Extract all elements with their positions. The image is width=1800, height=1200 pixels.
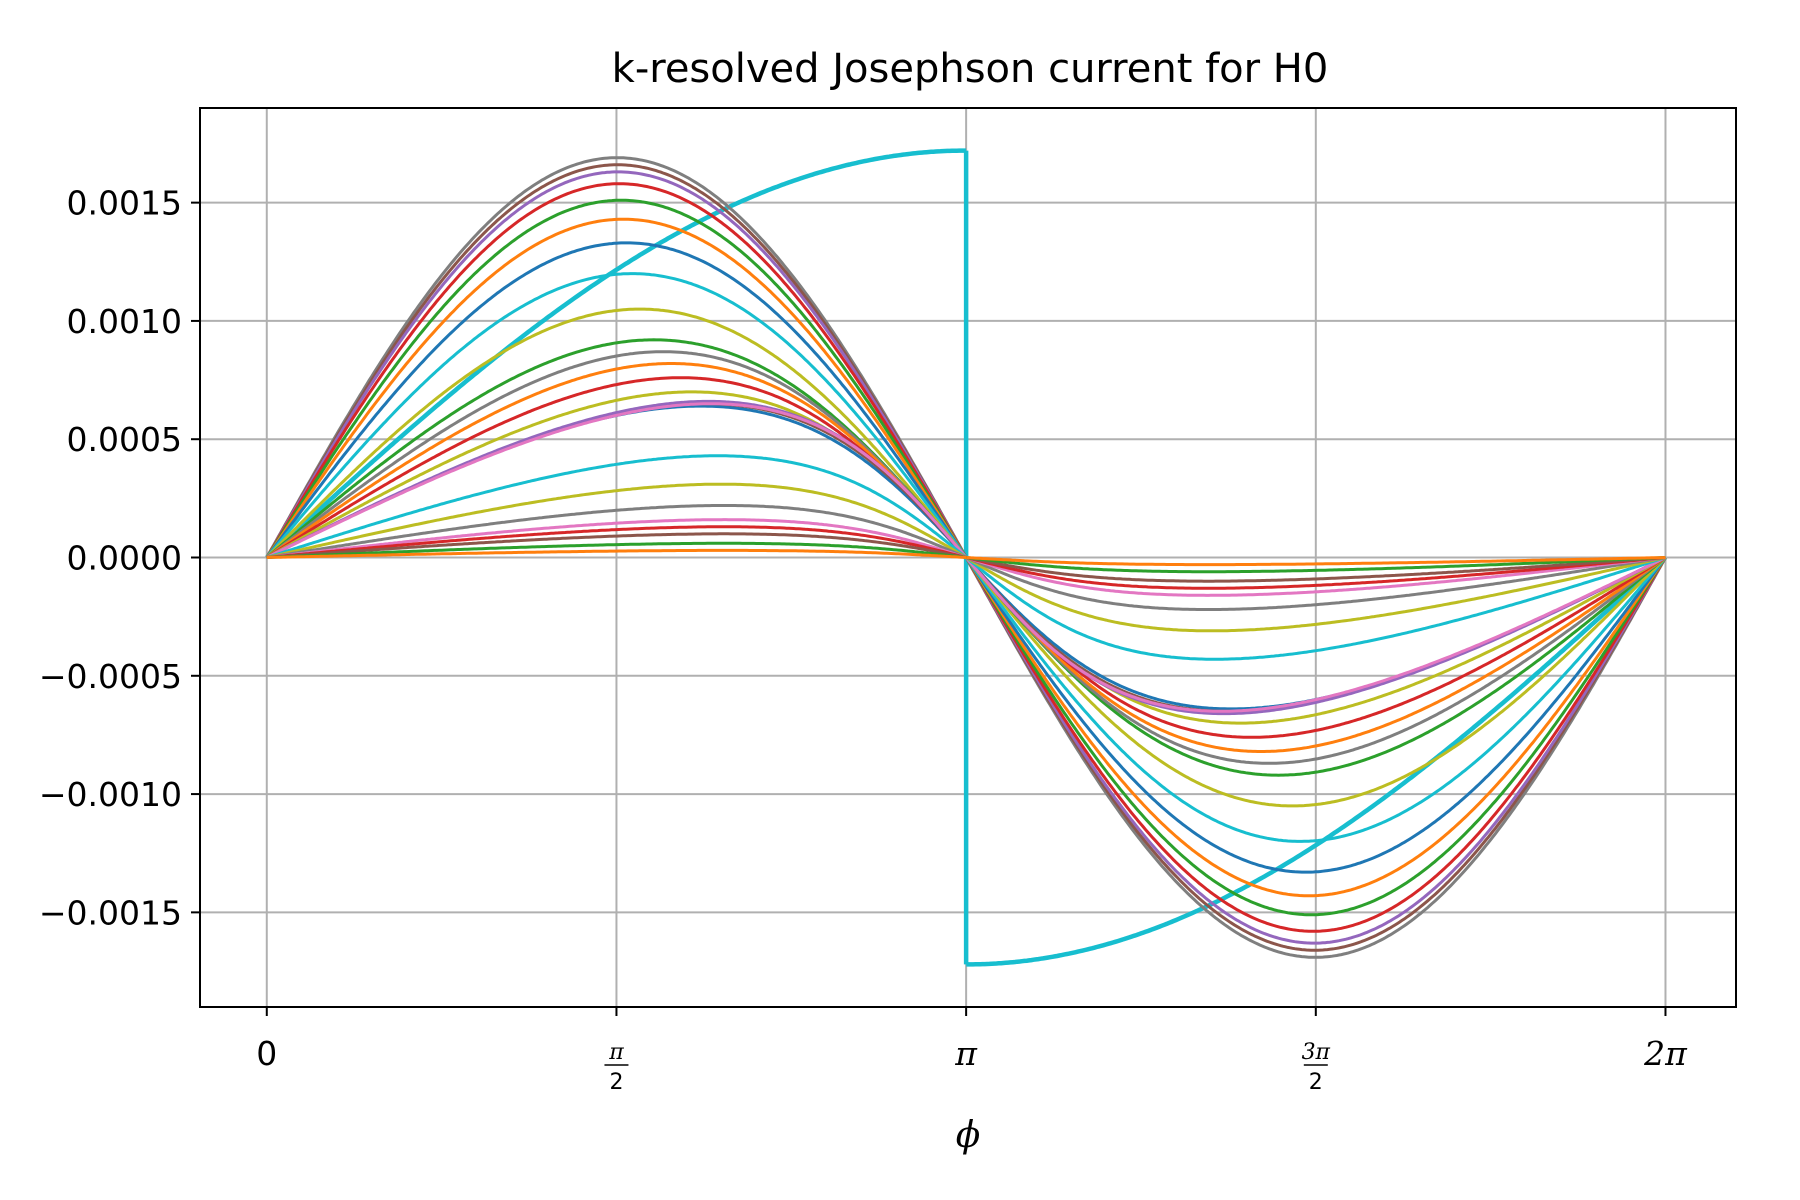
series-line xyxy=(965,556,1666,661)
series-line xyxy=(265,217,968,559)
series-line xyxy=(265,170,968,559)
x-tick-label: π2 xyxy=(604,1040,629,1095)
series-line xyxy=(266,525,967,559)
y-tick-label: 0.0005 xyxy=(67,420,182,459)
series-line xyxy=(266,518,967,559)
series-line xyxy=(964,556,1667,952)
series-line xyxy=(266,532,967,559)
y-tick-label: 0.0015 xyxy=(67,184,182,223)
y-tick-label: 0.0010 xyxy=(67,302,182,341)
chart-title: k-resolved Josephson current for H0 xyxy=(612,46,1329,92)
x-tick-label: π xyxy=(954,1034,978,1073)
series-line xyxy=(966,556,1666,574)
series-line xyxy=(265,350,968,559)
series-line xyxy=(265,241,968,559)
series-line xyxy=(265,307,968,559)
series-line xyxy=(265,163,968,559)
series-line xyxy=(966,556,1666,567)
series-line xyxy=(964,556,1667,933)
series-line xyxy=(265,198,968,559)
series-line xyxy=(964,556,1667,945)
y-tick-label: 0.0000 xyxy=(67,539,182,578)
y-tick-label: −0.0005 xyxy=(39,657,182,696)
series-line xyxy=(265,376,968,559)
svg-text:3π: 3π xyxy=(1302,1040,1331,1065)
series-line xyxy=(964,556,1667,843)
series-line xyxy=(966,555,1667,967)
series-lines xyxy=(265,148,1667,967)
svg-text:2: 2 xyxy=(609,1070,623,1095)
series-line xyxy=(266,454,968,559)
y-tick-label: −0.0015 xyxy=(39,893,182,932)
series-line xyxy=(265,272,968,559)
x-tick-label: 3π2 xyxy=(1302,1040,1331,1095)
series-line xyxy=(964,556,1667,917)
series-line xyxy=(965,556,1666,597)
series-line xyxy=(965,556,1666,633)
x-tick-label: 2π xyxy=(1643,1034,1688,1073)
series-line xyxy=(265,148,967,560)
svg-text:2: 2 xyxy=(1309,1070,1323,1095)
series-line xyxy=(965,556,1666,590)
series-line xyxy=(266,504,967,559)
ticks: 0.0015 0.0010 0.0005 0.0000 −0.0005 −0.0010 −0… xyxy=(39,184,1688,1095)
series-line xyxy=(965,556,1667,713)
series-line xyxy=(265,362,968,559)
series-line xyxy=(965,556,1667,753)
series-line xyxy=(965,556,1666,611)
series-line xyxy=(266,548,967,559)
x-tick-label: 0 xyxy=(256,1034,277,1073)
series-line xyxy=(965,556,1667,808)
series-line xyxy=(964,556,1667,874)
series-line xyxy=(965,556,1667,765)
series-line xyxy=(965,556,1667,777)
y-tick-label: −0.0010 xyxy=(39,775,182,814)
series-line xyxy=(964,556,1667,959)
series-line xyxy=(265,338,968,559)
series-line xyxy=(265,182,968,559)
series-line xyxy=(965,556,1666,583)
x-axis-label: ϕ xyxy=(956,1115,981,1156)
series-line xyxy=(265,156,968,559)
series-line xyxy=(964,556,1667,898)
series-line xyxy=(266,482,967,559)
series-line xyxy=(266,402,968,559)
svg-text:π: π xyxy=(608,1040,624,1065)
series-line xyxy=(965,556,1667,739)
series-line xyxy=(266,541,967,559)
